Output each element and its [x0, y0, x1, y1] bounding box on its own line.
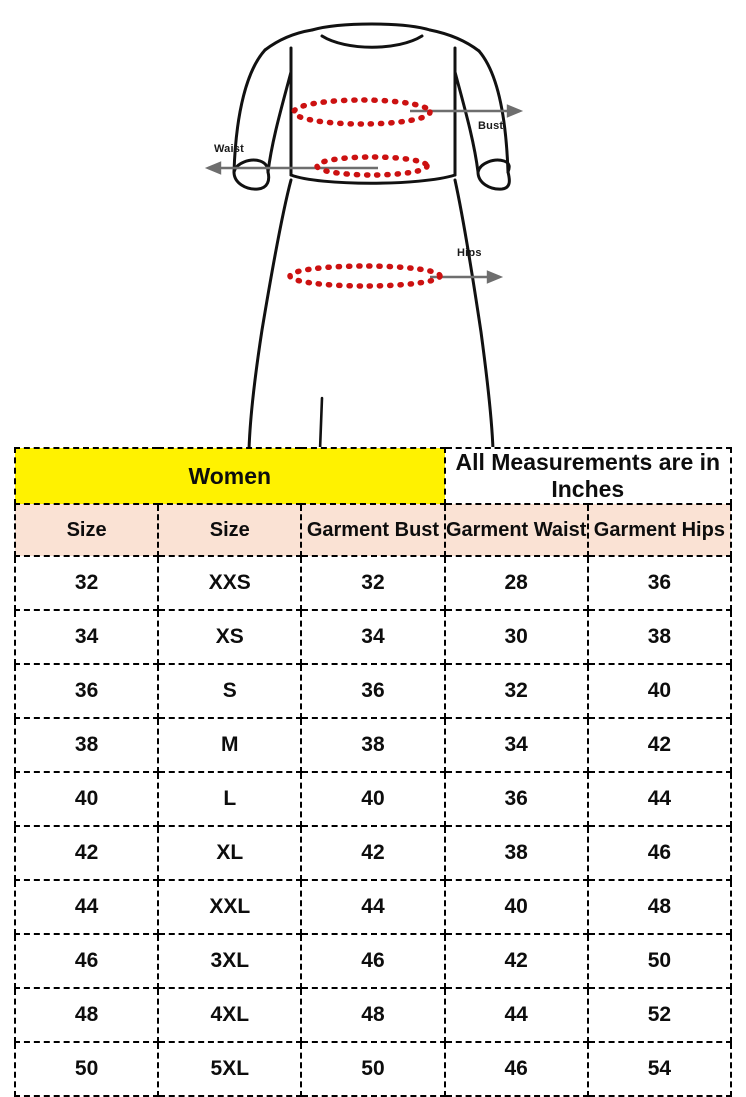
table-row: 38 M 38 34 42 [13, 717, 733, 773]
cell-garment-waist: 32 [443, 663, 589, 719]
table-row: 48 4XL 48 44 52 [13, 987, 733, 1043]
cell-garment-waist: 40 [443, 879, 589, 935]
cell-garment-bust: 50 [300, 1041, 446, 1097]
cell-garment-bust: 42 [300, 825, 446, 881]
cell-size-numeric: 38 [13, 717, 160, 773]
size-chart-table: Women All Measurements are in Inches Siz… [13, 447, 733, 1097]
cell-garment-waist: 34 [443, 717, 589, 773]
column-header-size-numeric: Size [13, 503, 160, 557]
cell-garment-waist: 42 [443, 933, 589, 989]
cell-size-numeric: 42 [13, 825, 160, 881]
cell-size-numeric: 46 [13, 933, 160, 989]
cell-garment-hips: 46 [586, 825, 733, 881]
cell-garment-bust: 44 [300, 879, 446, 935]
banner-women-cell: Women [14, 447, 446, 505]
cell-size-numeric: 36 [13, 663, 160, 719]
cell-size-alpha: M [157, 717, 303, 773]
table-row: 42 XL 42 38 46 [13, 825, 733, 881]
table-row: 36 S 36 32 40 [13, 663, 733, 719]
cell-garment-waist: 36 [443, 771, 589, 827]
cell-garment-bust: 32 [300, 555, 446, 611]
cell-garment-bust: 36 [300, 663, 446, 719]
cell-garment-hips: 38 [586, 609, 733, 665]
hips-ring [287, 263, 443, 289]
column-header-row: Size Size Garment Bust Garment Waist Gar… [13, 503, 733, 557]
cell-size-alpha: 4XL [157, 987, 303, 1043]
cell-size-numeric: 48 [13, 987, 160, 1043]
cell-garment-hips: 42 [586, 717, 733, 773]
cell-garment-waist: 28 [443, 555, 589, 611]
bust-ring [291, 97, 433, 127]
column-header-size-alpha: Size [157, 503, 303, 557]
cell-size-alpha: 5XL [157, 1041, 303, 1097]
cell-garment-hips: 40 [586, 663, 733, 719]
banner-row: Women All Measurements are in Inches [14, 447, 733, 505]
cell-garment-hips: 52 [586, 987, 733, 1043]
cell-garment-bust: 34 [300, 609, 446, 665]
cell-garment-waist: 44 [443, 987, 589, 1043]
cell-garment-hips: 48 [586, 879, 733, 935]
table-row: 46 3XL 46 42 50 [13, 933, 733, 989]
size-chart-body: Women All Measurements are in Inches Siz… [13, 447, 733, 1097]
cell-size-alpha: XXS [157, 555, 303, 611]
cell-size-alpha: XXL [157, 879, 303, 935]
size-chart-container: Women All Measurements are in Inches Siz… [13, 447, 733, 1097]
cell-size-numeric: 32 [13, 555, 160, 611]
table-row: 50 5XL 50 46 54 [13, 1041, 733, 1097]
dress-figure-svg [204, 22, 524, 450]
table-row: 40 L 40 36 44 [13, 771, 733, 827]
waist-ring [314, 154, 430, 178]
column-header-garment-hips: Garment Hips [586, 503, 733, 557]
column-header-garment-bust: Garment Bust [300, 503, 446, 557]
cell-garment-hips: 44 [586, 771, 733, 827]
measurement-illustration: Bust Waist Hips [0, 0, 746, 450]
cell-size-alpha: L [157, 771, 303, 827]
column-header-garment-waist: Garment Waist [443, 503, 589, 557]
cell-garment-waist: 46 [443, 1041, 589, 1097]
measurement-rings [287, 97, 443, 289]
waist-label: Waist [214, 143, 244, 155]
cell-garment-bust: 40 [300, 771, 446, 827]
cell-size-alpha: XL [157, 825, 303, 881]
cell-garment-bust: 38 [300, 717, 446, 773]
bust-label: Bust [478, 120, 504, 132]
cell-garment-hips: 50 [586, 933, 733, 989]
cell-size-alpha: XS [157, 609, 303, 665]
cell-garment-hips: 36 [586, 555, 733, 611]
cell-garment-waist: 38 [443, 825, 589, 881]
cell-garment-bust: 48 [300, 987, 446, 1043]
cell-garment-hips: 54 [586, 1041, 733, 1097]
table-row: 44 XXL 44 40 48 [13, 879, 733, 935]
table-row: 32 XXS 32 28 36 [13, 555, 733, 611]
cell-size-alpha: 3XL [157, 933, 303, 989]
table-row: 34 XS 34 30 38 [13, 609, 733, 665]
cell-size-numeric: 40 [13, 771, 160, 827]
cell-size-numeric: 44 [13, 879, 160, 935]
cell-size-alpha: S [157, 663, 303, 719]
hips-label: Hips [457, 247, 482, 259]
cell-size-numeric: 50 [13, 1041, 160, 1097]
cell-garment-bust: 46 [300, 933, 446, 989]
banner-units-cell: All Measurements are in Inches [443, 447, 733, 505]
dress-outline [232, 22, 511, 450]
cell-size-numeric: 34 [13, 609, 160, 665]
cell-garment-waist: 30 [443, 609, 589, 665]
